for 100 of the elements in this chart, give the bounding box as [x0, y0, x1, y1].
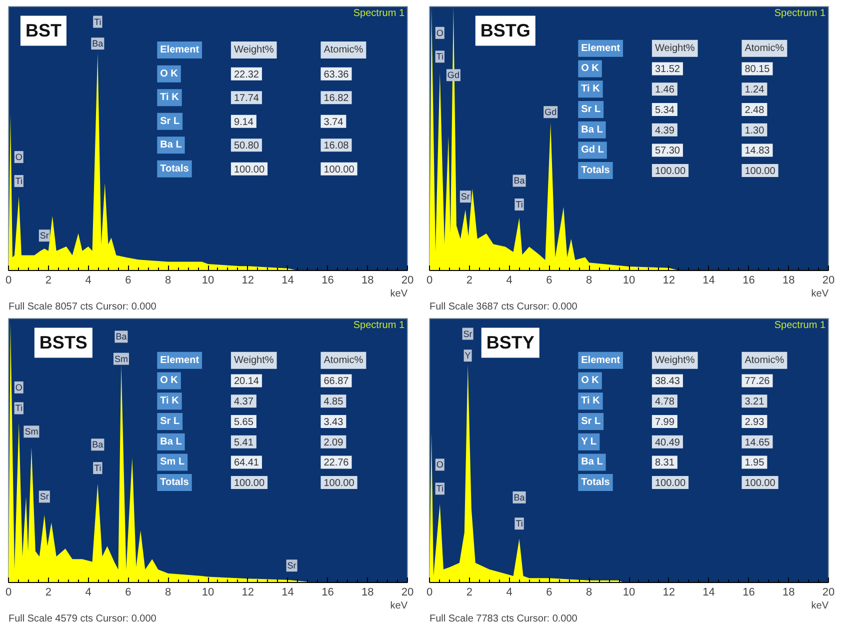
x-tick-label: 0	[426, 274, 433, 286]
annotation: 20.14	[234, 376, 260, 388]
x-tick-label: 20	[401, 274, 414, 286]
annotation: Ti K	[581, 84, 601, 95]
x-tick-label: 16	[742, 586, 755, 598]
x-tick-label: 20	[822, 274, 835, 286]
x-tick-label: 2	[45, 274, 52, 286]
annotation: Weight%	[654, 42, 695, 54]
annotation: Ti	[15, 176, 22, 186]
text: Full Scale 4579 cts Cursor: 0.000	[8, 614, 157, 624]
chart-title: BSTY	[486, 332, 534, 353]
annotation: 5.34	[654, 104, 675, 116]
annotation: 4.78	[654, 396, 675, 408]
annotation: Ti	[436, 484, 444, 494]
x-tick-label: 4	[85, 274, 92, 286]
text: BSTS	[39, 332, 88, 353]
annotation: Ba L	[581, 456, 603, 468]
x-tick-label: 6	[125, 586, 132, 598]
annotation: Spectrum 1	[353, 320, 405, 331]
annotation: 100.00	[234, 478, 265, 490]
annotation: Ti K	[581, 396, 601, 407]
annotation: Spectrum 1	[774, 8, 826, 19]
annotation: 22.76	[324, 458, 350, 469]
annotation: Gd L	[581, 144, 604, 156]
annotation: 3.74	[324, 116, 344, 128]
annotation: Y	[464, 350, 471, 361]
annotation: 77.26	[744, 376, 770, 388]
annotation: Ba	[92, 440, 104, 450]
annotation: Sr L	[581, 104, 601, 115]
text: BSTG	[480, 20, 530, 41]
annotation: 9.14	[234, 116, 254, 128]
x-tick-label: 14	[282, 274, 294, 286]
x-tick-label: 10	[622, 586, 636, 598]
annotation: O K	[581, 375, 600, 386]
x-tick-label: 4	[506, 274, 512, 286]
x-tick-label: 20	[401, 586, 414, 598]
annotation: 4.39	[654, 125, 675, 136]
annotation: Weight%	[654, 354, 695, 366]
text: Full Scale 3687 cts Cursor: 0.000	[430, 302, 578, 312]
x-tick-label: 20	[822, 586, 835, 598]
annotation: 3.21	[744, 396, 765, 408]
annotation: O	[15, 382, 22, 392]
annotation: 2.48	[744, 104, 765, 116]
annotation: Atomic%	[324, 44, 364, 56]
x-axis-title: keV	[811, 288, 829, 300]
x-tick-label: 18	[782, 586, 795, 598]
x-tick-label: 4	[506, 586, 512, 598]
annotation: 100.00	[744, 166, 776, 178]
x-tick-label: 2	[45, 586, 52, 598]
x-tick-label: 4	[85, 586, 92, 598]
x-tick-label: 12	[662, 274, 676, 286]
annotation: Ti	[94, 463, 102, 474]
annotation: O K	[160, 375, 179, 386]
annotation: Ti	[516, 518, 523, 529]
annotation: Sr	[287, 560, 296, 571]
x-tick-label: 16	[322, 274, 334, 286]
annotation: Ba L	[581, 124, 603, 136]
x-tick-label: 0	[5, 274, 12, 286]
annotation: 38.43	[654, 376, 680, 388]
annotation: 4.37	[234, 396, 254, 408]
x-tick-label: 6	[125, 274, 132, 286]
annotation: Sr L	[581, 416, 601, 427]
x-tick-label: 12	[662, 586, 676, 598]
x-tick-label: 16	[742, 274, 755, 286]
x-tick-label: 2	[466, 274, 472, 286]
x-tick-label: 18	[361, 274, 374, 286]
annotation: 63.36	[324, 69, 350, 80]
annotation: Totals	[581, 165, 610, 176]
annotation: Weight%	[234, 44, 274, 56]
x-tick-label: 2	[466, 586, 472, 598]
annotation: Atomic%	[744, 42, 784, 54]
annotation: 100.00	[324, 164, 355, 176]
annotation: Sr L	[160, 416, 180, 427]
annotation: O K	[581, 63, 600, 74]
annotation: 3.43	[324, 416, 344, 428]
annotation: 5.41	[234, 437, 254, 448]
annotation: Ti K	[160, 92, 180, 104]
x-tick-label: 8	[586, 274, 592, 286]
annotation: 22.32	[234, 69, 260, 80]
x-tick-label: 6	[546, 586, 552, 598]
text: Spectrum 1	[353, 8, 405, 19]
x-tick-label: 14	[702, 586, 715, 598]
annotation: Element	[581, 354, 621, 366]
annotation: Ti	[516, 200, 523, 210]
x-tick-label: 12	[242, 274, 254, 286]
annotation: Gd	[544, 107, 557, 118]
annotation: Ba L	[160, 140, 182, 151]
annotation: Totals	[160, 477, 190, 488]
annotation: O	[436, 460, 444, 470]
annotation: 16.08	[324, 140, 350, 152]
annotation: 14.83	[744, 146, 770, 157]
x-tick-label: 0	[426, 586, 433, 598]
x-tick-label: 14	[702, 274, 715, 286]
x-tick-label: 8	[165, 586, 172, 598]
annotation: Ti	[15, 403, 22, 414]
annotation: Totals	[581, 477, 610, 488]
x-axis-title: keV	[390, 288, 408, 300]
annotation: Ba	[514, 176, 525, 186]
annotation: Sr	[460, 192, 470, 202]
text: Full Scale 7783 cts Cursor: 0.000	[430, 614, 578, 624]
